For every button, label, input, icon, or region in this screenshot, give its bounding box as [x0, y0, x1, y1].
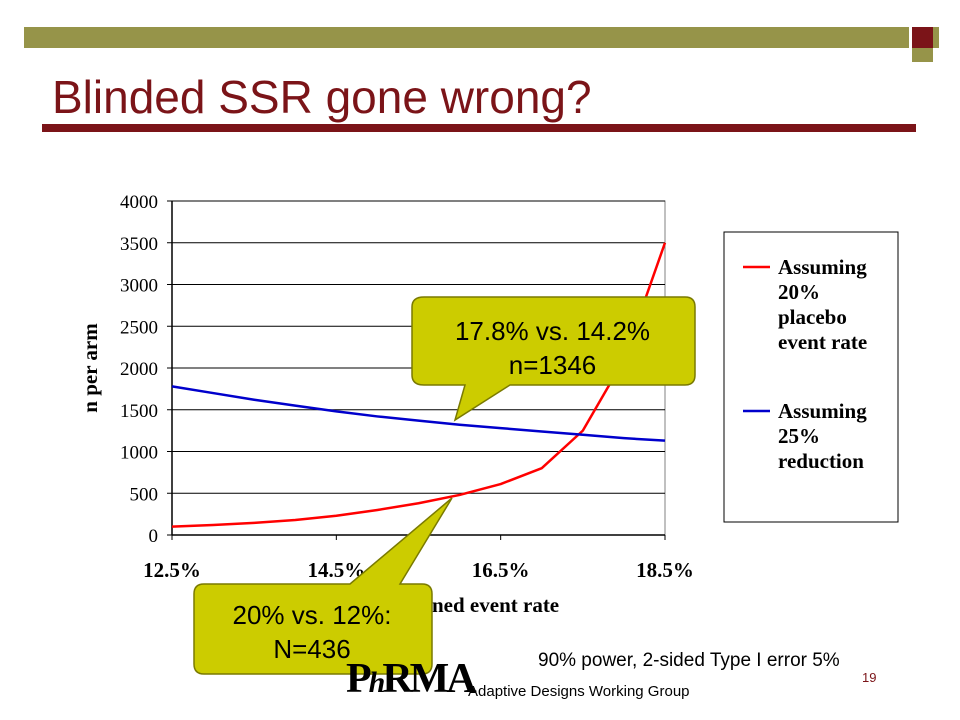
- legend-label-0: Assuming: [778, 255, 867, 279]
- top-accent-square-light: [933, 27, 939, 48]
- slide-title: Blinded SSR gone wrong?: [52, 71, 592, 123]
- y-tick-label: 0: [149, 526, 159, 547]
- legend-label-0: event rate: [778, 330, 867, 354]
- y-tick-label: 1500: [120, 401, 158, 422]
- callout-upper-line2: n=1346: [508, 350, 597, 380]
- y-tick-label: 2500: [120, 317, 158, 338]
- top-accent-square-dark: [912, 27, 933, 48]
- y-tick-label: 500: [130, 484, 159, 505]
- callout-lower-text: 20% vs. 12%: N=436: [192, 598, 432, 666]
- y-tick-label: 4000: [120, 192, 158, 213]
- phrma-logo: PhRMA: [346, 656, 477, 702]
- callout-lower-line2: N=436: [273, 634, 351, 664]
- callout-lower-bubble: [193, 497, 453, 675]
- legend-label-0: placebo: [778, 305, 847, 329]
- callout-lower-line1: 20% vs. 12%:: [232, 600, 392, 630]
- y-axis-label: n per arm: [78, 323, 102, 413]
- page-number: 19: [862, 670, 877, 685]
- callout-upper-line1: 17.8% vs. 14.2%: [454, 316, 651, 346]
- x-tick-label: 14.5%: [307, 558, 365, 582]
- callout-upper-text: 17.8% vs. 14.2% n=1346: [410, 314, 695, 382]
- group-name: Adaptive Designs Working Group: [468, 683, 690, 700]
- top-accent-bar: [24, 27, 909, 48]
- legend-label-0: 20%: [778, 280, 820, 304]
- legend-label-1: reduction: [778, 449, 864, 473]
- y-tick-label: 3000: [120, 276, 158, 297]
- top-accent-square-olive: [912, 48, 933, 62]
- x-tick-label: 12.5%: [143, 558, 201, 582]
- legend-label-1: Assuming: [778, 399, 867, 423]
- title-underline: [42, 124, 916, 132]
- y-tick-label: 3500: [120, 234, 158, 255]
- legend-box: [723, 231, 899, 523]
- y-tick-label: 2000: [120, 359, 158, 380]
- x-tick-label: 16.5%: [472, 558, 530, 582]
- x-tick-label: 18.5%: [636, 558, 694, 582]
- legend-label-1: 25%: [778, 424, 820, 448]
- footer-note: 90% power, 2-sided Type I error 5%: [538, 650, 840, 671]
- x-axis-label: ned event rate: [432, 593, 559, 617]
- callout-upper-bubble: [411, 296, 696, 422]
- y-tick-label: 1000: [120, 443, 158, 464]
